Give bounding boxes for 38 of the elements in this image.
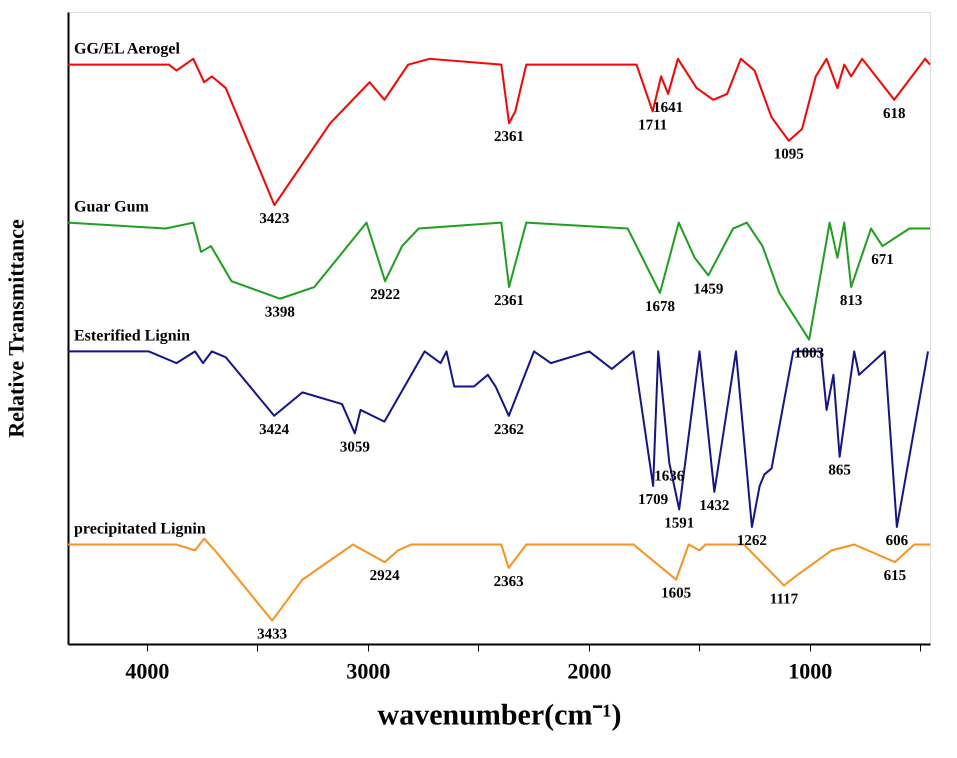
annotation: 2362 [494,422,524,438]
series-label: GG/EL Aerogel [74,40,180,58]
x-tick-label: 4000 [125,658,170,684]
annotation: 1095 [774,146,804,163]
series-label: Esterified Lignin [74,327,190,344]
annotation: 1641 [653,100,684,116]
annotation: 1117 [770,591,799,608]
annotation: 1459 [693,281,724,298]
annotation: 1709 [638,492,668,508]
annotation: 2922 [370,287,400,304]
annotation: 1432 [699,498,730,514]
annotation: 1678 [644,298,675,315]
annotation: 1711 [638,117,668,134]
x-axis-title: wavenumber(cm⁻¹) [378,698,622,732]
series-label: precipitated Lignin [74,520,206,538]
annotation: 1591 [664,515,694,532]
annotation: 3423 [259,211,290,228]
annotation: 671 [871,252,894,268]
x-tick-label: 1000 [788,658,832,684]
annotation: 3424 [259,422,290,438]
annotation: 3059 [340,439,370,456]
annotation: 3433 [257,626,288,643]
x-tick-label: 2000 [567,658,612,684]
annotation: 813 [840,293,862,310]
annotation: 606 [886,532,909,549]
annotation: 2361 [494,293,524,310]
x-tick-label: 3000 [346,658,390,684]
annotation: 2361 [494,129,524,146]
annotation: 2924 [370,568,400,584]
series-label: Guar Gum [74,198,150,216]
annotation: 618 [882,106,906,122]
annotation: 615 [884,568,906,584]
annotation: 3398 [264,304,295,321]
annotation: 1262 [736,532,767,549]
annotation: 1605 [661,586,692,602]
annotation: 2363 [494,574,524,590]
annotation: 865 [828,462,851,479]
y-axis-title: Relative Transmittance [4,219,28,438]
